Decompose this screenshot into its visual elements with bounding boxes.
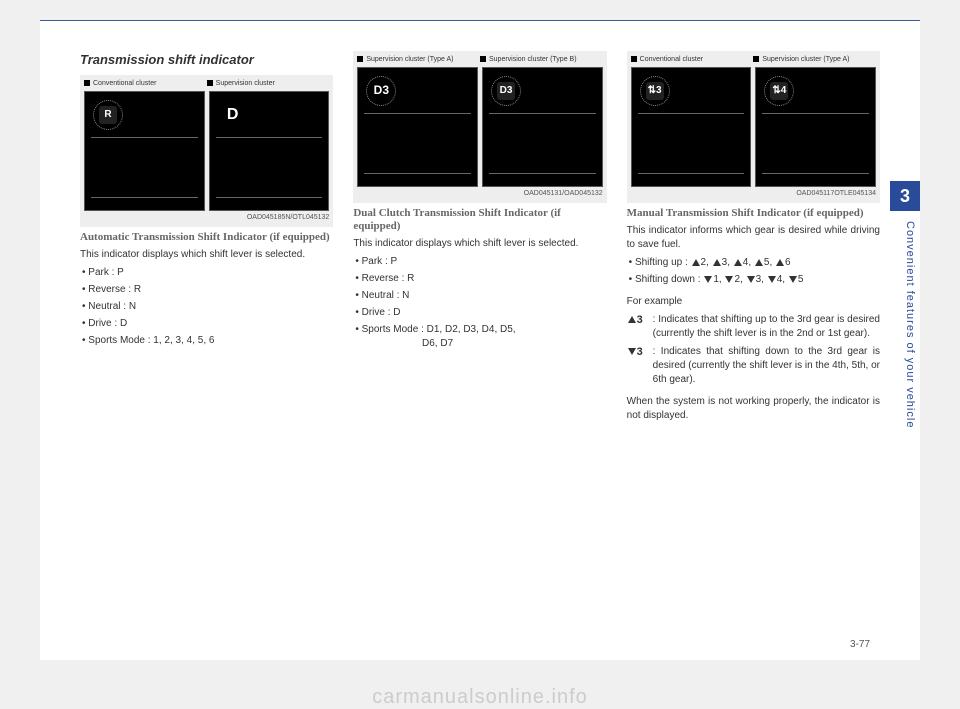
list-item: Drive : D [82, 317, 333, 331]
example-text-down: : Indicates that shifting down to the 3r… [653, 345, 880, 387]
list-item: Drive : D [355, 306, 606, 320]
chapter-side-text: Convenient features of your vehicle [904, 221, 916, 428]
section-heading: Transmission shift indicator [80, 51, 333, 69]
figure-code: OAD045131/OAD045132 [357, 189, 602, 199]
figure-code: OAD045117OTLE045134 [631, 189, 876, 199]
example-shift-down: 3 : Indicates that shifting down to the … [627, 345, 880, 387]
figure-label-row: Conventional cluster Supervision cluster [84, 79, 329, 89]
gauge-conventional-auto: R [84, 91, 205, 211]
column-layout: Transmission shift indicator Conventiona… [80, 51, 880, 427]
list-item: Reverse : R [82, 283, 333, 297]
figure-label-2: Supervision cluster [207, 79, 330, 89]
intro-text: This indicator displays which shift leve… [80, 248, 333, 262]
gear-list-auto: Park : P Reverse : R Neutral : N Drive :… [80, 266, 333, 348]
figure-label-row: Conventional cluster Supervision cluster… [631, 55, 876, 65]
list-item: Park : P [82, 266, 333, 280]
example-text-up: : Indicates that shifting up to the 3rd … [653, 313, 880, 341]
figure-label-2: Supervision cluster (Type A) [753, 55, 876, 65]
gauge-conventional-manual: ⇅3 [631, 67, 752, 187]
example-shift-up: 3 : Indicates that shifting up to the 3r… [627, 313, 880, 341]
figure-label-row: Supervision cluster (Type A) Supervision… [357, 55, 602, 65]
shift-list-manual: Shifting up : 2, 3, 4, 5, 6 Shifting dow… [627, 256, 880, 287]
list-item: Park : P [355, 255, 606, 269]
page-number: 3-77 [850, 639, 870, 650]
intro-text: This indicator displays which shift leve… [353, 237, 606, 251]
chapter-tab: 3 [890, 181, 920, 211]
subheading-manual: Manual Transmission Shift Indicator (if … [627, 207, 880, 220]
list-item: Neutral : N [355, 289, 606, 303]
column-3: Conventional cluster Supervision cluster… [627, 51, 880, 427]
list-item: Sports Mode : D1, D2, D3, D4, D5, D6, D7 [355, 323, 606, 351]
closing-text: When the system is not working properly,… [627, 395, 880, 423]
gauge-supervision-dct-a: D3 [357, 67, 478, 187]
figure-code: OAD045185N/OTL045132 [84, 213, 329, 223]
for-example-label: For example [627, 295, 880, 309]
column-1: Transmission shift indicator Conventiona… [80, 51, 333, 427]
subheading-dct: Dual Clutch Transmission Shift Indicator… [353, 207, 606, 233]
manual-page: Transmission shift indicator Conventiona… [40, 20, 920, 660]
intro-text: This indicator informs which gear is des… [627, 224, 880, 252]
subheading-auto: Automatic Transmission Shift Indicator (… [80, 231, 333, 244]
list-item: Sports Mode : 1, 2, 3, 4, 5, 6 [82, 334, 333, 348]
example-symbol-down: 3 [627, 345, 647, 387]
figure-label-1: Conventional cluster [631, 55, 754, 65]
figure-label-1: Supervision cluster (Type A) [357, 55, 480, 65]
shift-up-item: Shifting up : 2, 3, 4, 5, 6 [629, 256, 880, 270]
figure-dct: Supervision cluster (Type A) Supervision… [353, 51, 606, 203]
figure-label-2: Supervision cluster (Type B) [480, 55, 603, 65]
shift-down-item: Shifting down : 1, 2, 3, 4, 5 [629, 273, 880, 287]
list-item: Neutral : N [82, 300, 333, 314]
gauge-supervision-dct-b: D3 [482, 67, 603, 187]
gear-list-dct: Park : P Reverse : R Neutral : N Drive :… [353, 255, 606, 351]
figure-label-1: Conventional cluster [84, 79, 207, 89]
gauge-supervision-manual: ⇅4 [755, 67, 876, 187]
column-2: Supervision cluster (Type A) Supervision… [353, 51, 606, 427]
list-item: Reverse : R [355, 272, 606, 286]
watermark: carmanualsonline.info [0, 686, 960, 709]
figure-manual: Conventional cluster Supervision cluster… [627, 51, 880, 203]
gauge-supervision-auto: D [209, 91, 330, 211]
example-symbol-up: 3 [627, 313, 647, 341]
figure-automatic: Conventional cluster Supervision cluster… [80, 75, 333, 227]
